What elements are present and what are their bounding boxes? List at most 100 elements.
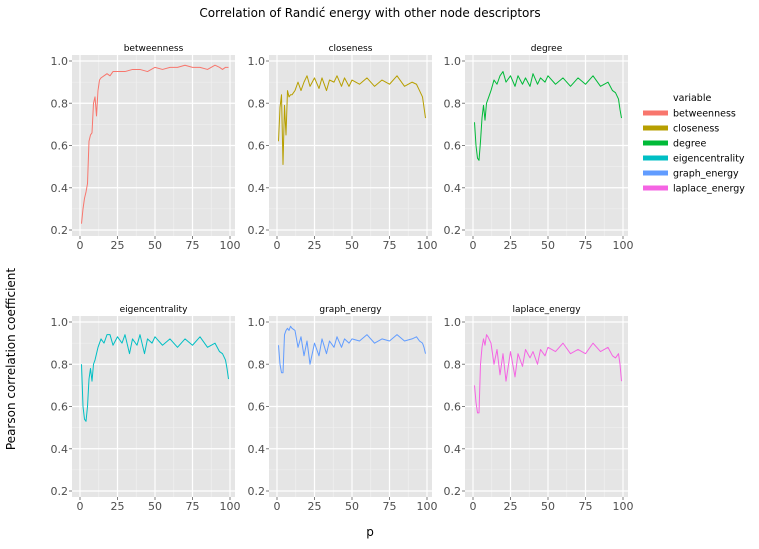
x-tick-label: 75 (383, 500, 397, 513)
x-tick-label: 100 (613, 500, 634, 513)
y-tick-label: 0.2 (248, 224, 266, 237)
facet-strip-label: betweenness (124, 44, 184, 54)
legend-label-laplace_energy: laplace_energy (673, 184, 745, 195)
legend-label-betweenness: betweenness (673, 109, 736, 120)
x-tick-label: 25 (504, 500, 518, 513)
y-tick-label: 0.6 (444, 401, 462, 414)
x-tick-label: 25 (308, 500, 322, 513)
facet-panel-laplace_energy: laplace_energy 0 25 50 75 100 0.2 0.4 0.6 0.8 1.0 (444, 301, 634, 513)
x-tick-label: 100 (220, 500, 241, 513)
x-tick-label: 50 (541, 500, 555, 513)
x-tick-label: 100 (417, 239, 438, 252)
chart-title: Correlation of Randić energy with other … (199, 6, 540, 20)
x-tick-label: 100 (417, 500, 438, 513)
y-tick-label: 0.4 (248, 182, 266, 195)
y-tick-label: 1.0 (51, 55, 69, 68)
legend-key-degree (643, 140, 668, 146)
x-tick-label: 0 (77, 239, 84, 252)
x-tick-label: 0 (274, 239, 281, 252)
y-tick-label: 0.4 (444, 182, 462, 195)
x-tick-label: 75 (579, 500, 593, 513)
x-tick-label: 75 (186, 500, 200, 513)
series-line-graph_energy (278, 325, 426, 374)
y-tick-label: 0.6 (51, 401, 69, 414)
x-tick-label: 25 (111, 500, 125, 513)
facet-panel-graph_energy: graph_energy 0 25 50 75 100 0.2 0.4 0.6 0.8 1.0 (248, 301, 438, 513)
y-tick-label: 1.0 (444, 316, 462, 329)
x-tick-label: 0 (470, 500, 477, 513)
legend-key-laplace_energy (643, 185, 668, 191)
y-tick-label: 1.0 (444, 55, 462, 68)
y-tick-label: 0.8 (444, 97, 462, 110)
y-tick-label: 0.2 (51, 485, 69, 498)
facet-strip (72, 301, 235, 316)
y-tick-label: 0.4 (444, 443, 462, 456)
series-line-laplace_energy (474, 334, 622, 414)
x-tick-label: 50 (345, 500, 359, 513)
series-line-betweenness (81, 64, 229, 224)
y-tick-label: 0.2 (248, 485, 266, 498)
y-tick-label: 0.4 (248, 443, 266, 456)
y-tick-label: 0.6 (51, 140, 69, 153)
facet-strip (269, 40, 432, 55)
legend: variable betweenness closeness degree eigen… (643, 93, 745, 195)
x-tick-label: 75 (579, 239, 593, 252)
x-tick-label: 25 (504, 239, 518, 252)
x-tick-label: 75 (383, 239, 397, 252)
facet-panel-closeness: closeness 0 25 50 75 100 0.2 0.4 0.6 0.8 1.0 (248, 40, 438, 252)
x-tick-label: 25 (308, 239, 322, 252)
x-tick-label: 0 (470, 239, 477, 252)
series-line-closeness (278, 75, 426, 166)
legend-title: variable (673, 93, 711, 104)
series-line-degree (474, 71, 622, 161)
x-tick-label: 0 (77, 500, 84, 513)
y-tick-label: 0.6 (248, 140, 266, 153)
y-tick-label: 0.6 (248, 401, 266, 414)
facet-strip (72, 40, 235, 55)
legend-key-betweenness (643, 110, 668, 116)
x-tick-label: 50 (148, 239, 162, 252)
y-tick-label: 0.4 (51, 182, 69, 195)
y-tick-label: 0.8 (51, 358, 69, 371)
x-tick-label: 50 (345, 239, 359, 252)
legend-key-graph_energy (643, 170, 668, 176)
x-tick-label: 25 (111, 239, 125, 252)
x-axis-title: p (366, 525, 374, 539)
facet-strip-label: laplace_energy (512, 305, 581, 315)
legend-label-degree: degree (673, 139, 706, 150)
legend-label-graph_energy: graph_energy (673, 169, 739, 180)
series-line-eigencentrality (81, 334, 229, 422)
y-tick-label: 0.8 (51, 97, 69, 110)
legend-label-closeness: closeness (673, 124, 719, 135)
y-tick-label: 1.0 (51, 316, 69, 329)
y-tick-label: 0.4 (51, 443, 69, 456)
facet-strip (465, 301, 628, 316)
y-tick-label: 0.8 (248, 358, 266, 371)
x-tick-label: 75 (186, 239, 200, 252)
y-tick-label: 1.0 (248, 316, 266, 329)
y-tick-label: 1.0 (248, 55, 266, 68)
y-tick-label: 0.8 (248, 97, 266, 110)
y-tick-label: 0.2 (444, 224, 462, 237)
facet-panel-degree: degree 0 25 50 75 100 0.2 0.4 0.6 0.8 1.0 (444, 40, 634, 252)
facet-panel-eigencentrality: eigencentrality 0 25 50 75 100 0.2 0.4 0.6 0.8 1.0 (51, 301, 241, 513)
x-tick-label: 0 (274, 500, 281, 513)
y-tick-label: 0.2 (51, 224, 69, 237)
facet-strip (465, 40, 628, 55)
facet-panel-betweenness: betweenness 0 25 50 75 100 0.2 0.4 0.6 0.8 1.0 (51, 40, 241, 252)
y-tick-label: 0.8 (444, 358, 462, 371)
facet-strip-label: eigencentrality (120, 305, 188, 315)
legend-label-eigencentrality: eigencentrality (673, 154, 745, 165)
facet-strip-label: degree (531, 44, 563, 54)
y-tick-label: 0.6 (444, 140, 462, 153)
x-tick-label: 100 (613, 239, 634, 252)
legend-key-eigencentrality (643, 155, 668, 161)
x-tick-label: 100 (220, 239, 241, 252)
facet-strip-label: graph_energy (319, 305, 382, 315)
x-tick-label: 50 (541, 239, 555, 252)
facet-strip-label: closeness (329, 44, 373, 54)
legend-key-closeness (643, 125, 668, 131)
y-tick-label: 0.2 (444, 485, 462, 498)
